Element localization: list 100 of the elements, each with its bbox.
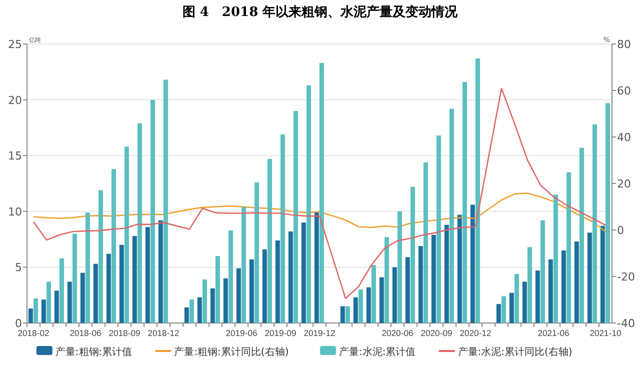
bar — [462, 82, 467, 323]
bar — [223, 278, 228, 323]
bar — [366, 287, 371, 323]
bar — [202, 279, 207, 323]
y2-tick-label: -20 — [617, 270, 635, 284]
x-tick-label: 2021-10 — [590, 328, 622, 338]
bar — [28, 308, 33, 323]
y-tick-label: 25 — [8, 38, 22, 51]
legend-label: 产量:粗钢:累计同比(右轴) — [174, 346, 289, 358]
bar — [294, 110, 298, 323]
bar — [138, 123, 142, 323]
x-tick-label: 2021-06 — [538, 328, 570, 338]
bar — [262, 249, 267, 323]
bar — [384, 237, 389, 323]
bar — [86, 212, 90, 323]
bar — [566, 172, 571, 323]
bar — [606, 103, 610, 323]
bar — [280, 134, 285, 323]
bar — [540, 220, 545, 323]
bar — [236, 268, 241, 323]
bar — [132, 236, 137, 323]
bar — [320, 62, 324, 323]
bar — [106, 254, 111, 323]
y-tick-label: 20 — [8, 94, 22, 107]
bar — [216, 256, 220, 323]
line-series — [32, 192, 606, 232]
bar — [306, 85, 311, 323]
bar — [535, 270, 540, 323]
x-tick-label: 2019-09 — [264, 328, 296, 338]
chart-title: 图 4 2018 年以来粗钢、水泥产量及变动情况 — [182, 4, 459, 20]
x-tick-label: 2020-12 — [460, 328, 492, 338]
bar — [424, 162, 428, 323]
bar — [353, 297, 358, 323]
bar — [190, 300, 194, 323]
bar — [398, 211, 402, 323]
bar — [405, 257, 410, 323]
y2-tick-label: 80 — [617, 38, 631, 51]
y2-tick-label: 0 — [617, 224, 624, 237]
bar — [340, 306, 345, 323]
bar — [93, 264, 98, 323]
bar — [600, 226, 605, 323]
bar — [358, 290, 363, 323]
bar — [470, 204, 475, 323]
bar — [67, 282, 72, 323]
bar — [158, 220, 163, 323]
bar — [54, 290, 59, 323]
bar — [431, 234, 436, 323]
bar — [119, 244, 124, 323]
bar — [592, 124, 597, 323]
bar — [418, 246, 423, 323]
line-series — [32, 88, 606, 300]
bar — [346, 306, 350, 323]
y-tick-label: 10 — [8, 205, 22, 218]
y2-tick-label: 20 — [617, 178, 631, 190]
bar — [379, 277, 384, 323]
bar — [184, 307, 189, 323]
bar — [124, 146, 129, 323]
y-tick-label: 0 — [15, 317, 22, 330]
bar — [502, 296, 506, 323]
bar — [372, 264, 376, 323]
y2-tick-label: 40 — [617, 131, 631, 144]
bar — [150, 100, 155, 323]
bar — [164, 80, 168, 323]
x-tick-label: 2019-06 — [226, 328, 258, 338]
bar — [275, 240, 280, 323]
bar — [242, 206, 246, 323]
bar — [34, 298, 38, 323]
y-tick-label: 15 — [8, 150, 22, 163]
bar — [314, 212, 319, 323]
bar — [98, 190, 103, 323]
x-tick-label: 2019-12 — [304, 328, 336, 338]
bar — [436, 136, 441, 323]
x-tick-label: 2018-09 — [108, 328, 140, 338]
bar — [145, 227, 150, 323]
bar — [268, 158, 272, 323]
legend-label: 产量:水泥:累计同比(右轴) — [458, 346, 572, 358]
bar — [509, 292, 514, 323]
bar — [249, 259, 254, 323]
bar — [288, 231, 293, 323]
bar — [561, 250, 566, 323]
bar — [522, 282, 527, 323]
bar — [80, 272, 85, 323]
bar — [60, 258, 64, 323]
bar — [392, 267, 397, 323]
bar — [528, 247, 532, 323]
bar — [301, 222, 306, 323]
bar — [587, 232, 592, 323]
bar — [112, 168, 116, 323]
legend-label: 产量:粗钢:累计值 — [55, 346, 132, 358]
bar — [580, 148, 584, 323]
bar — [496, 304, 501, 323]
bar — [41, 300, 46, 323]
y2-tick-label: 60 — [617, 84, 631, 98]
bar — [554, 194, 558, 323]
bar — [254, 182, 259, 323]
bar — [46, 282, 51, 323]
bar — [210, 288, 215, 323]
bar — [514, 274, 519, 323]
y-tick-label: 5 — [15, 261, 22, 274]
bar — [548, 259, 553, 323]
